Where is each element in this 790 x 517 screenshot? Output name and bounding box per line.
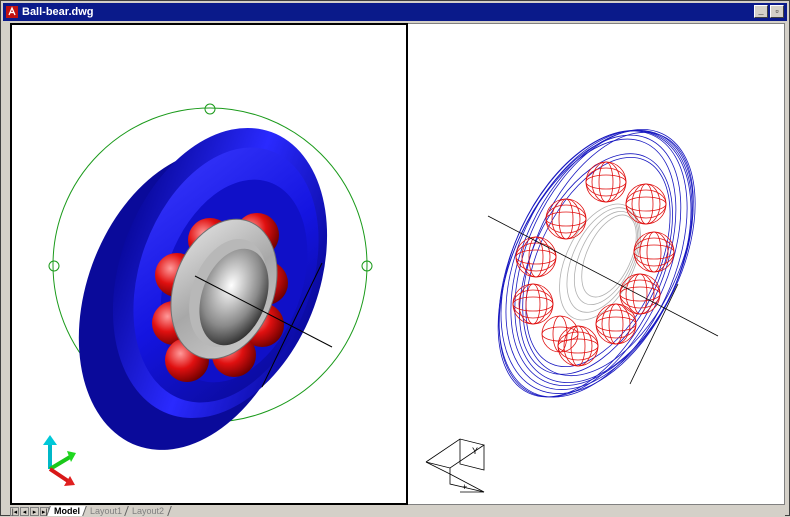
prev-tab-button[interactable]: ◂ [20,507,29,516]
wireframe-bearing-view: Y + [425,128,719,493]
ucs-wireframe-icon: Y + [425,438,485,493]
shaded-bearing-view [43,103,373,486]
autocad-app-icon[interactable] [6,6,18,18]
next-tab-button[interactable]: ▸ [30,507,39,516]
ucs-3d-axes-icon [43,435,76,486]
outer-race-wireframe [497,128,696,398]
tab-layout1[interactable]: Layout1 [82,506,130,516]
svg-text:+: + [462,482,467,492]
orbit-grip-right[interactable] [361,260,373,272]
viewport-shaded[interactable] [10,23,408,505]
viewport-wireframe[interactable]: Y + [408,23,785,505]
title-bar[interactable]: Ball-bear.dwg _ ▫ [3,3,787,21]
minimize-button[interactable]: _ [754,5,768,18]
rotation-axis [487,215,719,337]
restore-button[interactable]: ▫ [770,5,784,18]
balls-wireframe [512,161,675,367]
rotation-axis [194,275,333,348]
first-tab-button[interactable]: |◂ [10,507,19,516]
svg-text:Y: Y [472,446,478,456]
layout-tab-bar: |◂ ◂ ▸ ▸| Model Layout1 Layout2 [10,506,785,516]
orbit-grip-left[interactable] [48,260,60,272]
window-title: Ball-bear.dwg [22,6,94,18]
orbit-grip-top[interactable] [204,103,216,115]
tab-layout2[interactable]: Layout2 [124,506,172,516]
window-controls: _ ▫ [754,5,784,18]
